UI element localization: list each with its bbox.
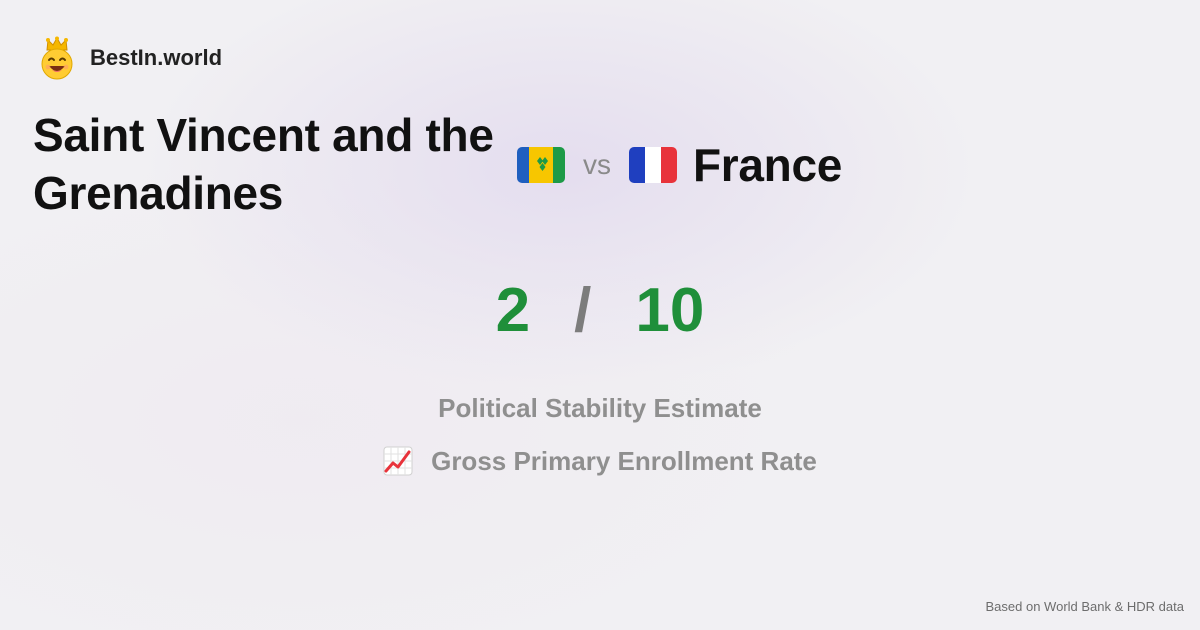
score-separator: /	[574, 275, 592, 345]
france-flag-icon	[629, 147, 677, 183]
secondary-metric-label: Gross Primary Enrollment Rate	[431, 445, 817, 476]
crowned-smiley-icon	[41, 36, 73, 80]
brand[interactable]: BestIn.world	[38, 36, 222, 80]
left-country-title: Saint Vincent and the Grenadines	[33, 109, 494, 219]
versus-row: vs France	[517, 138, 842, 192]
score-row: 2 / 10	[0, 270, 1200, 350]
primary-metric-label: Political Stability Estimate	[438, 393, 762, 423]
chart-increasing-icon	[383, 446, 413, 476]
right-score: 10	[635, 275, 705, 345]
data-source-note: Based on World Bank & HDR data	[985, 599, 1184, 614]
vs-label: vs	[583, 149, 611, 180]
right-country-title: France	[693, 139, 843, 191]
secondary-metric: Gross Primary Enrollment Rate	[0, 441, 1200, 481]
left-score: 2	[495, 275, 531, 345]
saint-vincent-flag-icon	[517, 147, 565, 183]
brand-name: BestIn.world	[90, 45, 223, 70]
